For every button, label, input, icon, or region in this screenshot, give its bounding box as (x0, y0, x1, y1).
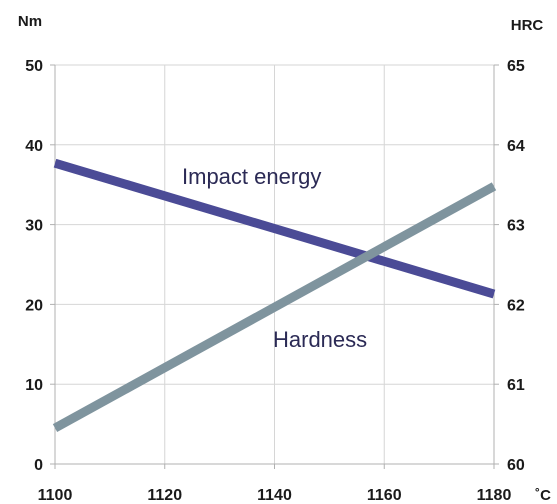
x-tick-label: 1160 (367, 487, 402, 504)
y-left-tick-label: 40 (25, 138, 43, 155)
grid (55, 64, 494, 464)
y-right-tick-label: 64 (507, 138, 525, 155)
y-right-tick-label: 62 (507, 297, 525, 314)
y-right-unit-label: HRC (511, 17, 544, 34)
x-tick-label: 1180 (477, 487, 512, 504)
x-tick-label: 1140 (257, 487, 292, 504)
y-right-tick-label: 61 (507, 377, 525, 394)
y-right-tick-label: 63 (507, 218, 525, 235)
series-label-hardness: Hardness (273, 327, 367, 352)
y-left-tick-label: 30 (25, 218, 43, 235)
series-layer (52, 158, 497, 433)
y-right-tick-label: 60 (507, 457, 525, 474)
y-right-tick-label: 65 (507, 58, 525, 75)
axes (50, 64, 499, 469)
series-label-impact-energy: Impact energy (182, 164, 321, 189)
y-left-tick-label: 10 (25, 377, 43, 394)
tick-labels: 1100 1120 1140 1160 1180 0 10 20 30 40 50 60 61 62 63 6… (25, 58, 525, 504)
y-left-tick-label: 0 (34, 457, 43, 474)
x-tick-label: 1100 (38, 487, 73, 504)
y-left-unit-label: Nm (18, 13, 42, 30)
x-unit-label: ˚C (535, 487, 551, 504)
y-left-tick-label: 20 (25, 297, 43, 314)
series-line-hardness (52, 182, 497, 433)
y-left-tick-label: 50 (25, 58, 43, 75)
x-tick-label: 1120 (147, 487, 182, 504)
series-line-impact-energy (53, 158, 496, 299)
